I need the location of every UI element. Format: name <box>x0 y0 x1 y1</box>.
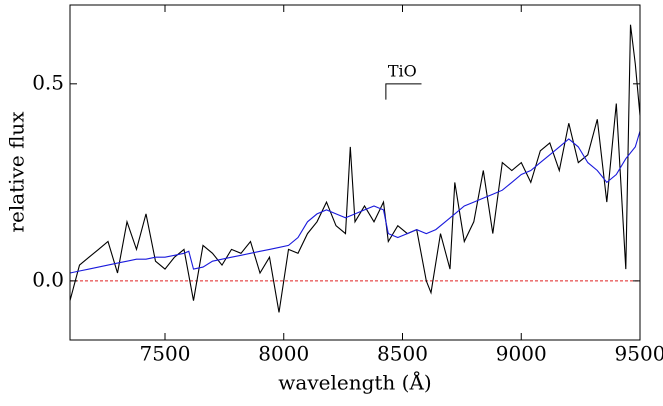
x-tick-label: 8500 <box>377 342 428 366</box>
x-tick-label: 8000 <box>258 342 309 366</box>
spectrum-line <box>69 130 641 274</box>
x-axis-label: wavelength (Å) <box>278 370 431 395</box>
y-tick-label: 0.0 <box>32 267 64 291</box>
spectrum-line <box>69 24 641 313</box>
x-tick-label: 9000 <box>496 342 547 366</box>
y-axis-label: relative flux <box>5 111 29 233</box>
x-tick-label: 9500 <box>615 342 663 366</box>
annotation-text: TiO <box>388 61 417 80</box>
x-tick-label: 7500 <box>140 342 191 366</box>
y-tick-label: 0.5 <box>32 70 64 94</box>
annotation-bracket <box>385 83 422 100</box>
plot-frame <box>69 4 641 341</box>
